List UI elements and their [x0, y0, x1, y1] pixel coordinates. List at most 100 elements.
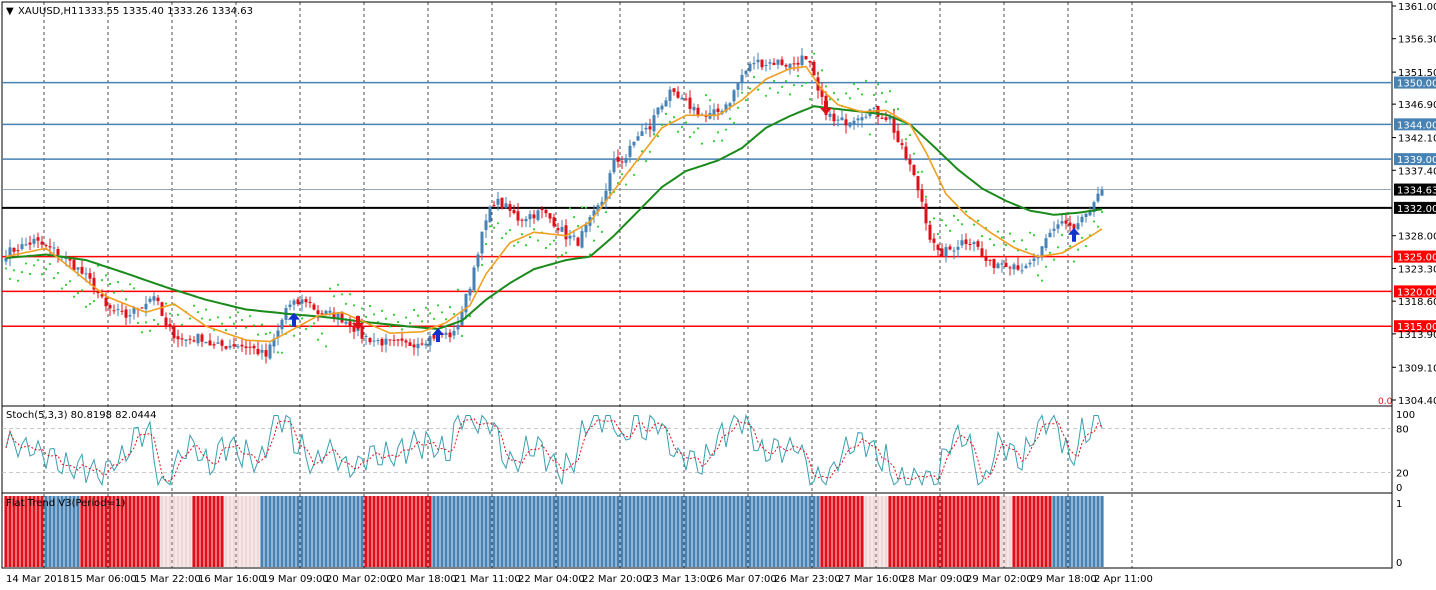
trend-bar: [832, 496, 836, 567]
sar-dot: [316, 338, 320, 341]
sar-dot: [344, 302, 348, 305]
trend-bar: [960, 496, 964, 567]
candle-body: [1052, 228, 1056, 231]
candle-body: [56, 249, 60, 255]
trend-bar: [736, 496, 740, 567]
sar-dot: [408, 322, 412, 325]
candle-body: [760, 59, 764, 68]
candle-body: [984, 256, 988, 261]
candle-body: [796, 62, 800, 65]
candle-body: [432, 334, 436, 339]
trend-bar: [660, 496, 664, 567]
sar-dot: [384, 317, 388, 320]
candle-body: [480, 231, 484, 254]
trend-bar: [556, 496, 560, 567]
price-tick-label: 1328.00: [1398, 232, 1436, 243]
trend-bar: [396, 496, 400, 567]
sar-dot: [548, 243, 552, 246]
level-label: 1339.00: [1397, 155, 1436, 166]
trend-bar: [408, 496, 412, 567]
trend-bar: [572, 496, 576, 567]
trend-bar: [508, 496, 512, 567]
trend-bar: [764, 496, 768, 567]
sar-dot: [1036, 274, 1040, 277]
trend-bar: [784, 496, 788, 567]
candle-body: [368, 337, 372, 343]
candle-body: [408, 342, 412, 346]
trend-bar: [1040, 496, 1044, 567]
trend-bar: [836, 496, 840, 567]
candle-body: [820, 88, 824, 97]
horizontal-levels[interactable]: 1350.00 1344.00 1339.00 1334.63 1332.00 1325.…: [2, 76, 1436, 334]
candle-body: [404, 340, 408, 343]
sar-dot: [556, 256, 560, 259]
trend-bar: [216, 496, 220, 567]
trend-tick-label: 0: [1396, 558, 1402, 569]
candle-body: [208, 340, 212, 346]
trend-bar: [648, 496, 652, 567]
sar-dot: [860, 93, 864, 96]
trend-bar: [432, 496, 436, 567]
trend-bar: [728, 496, 732, 567]
trend-bar: [316, 496, 320, 567]
sar-dot: [208, 318, 212, 321]
candle-body: [748, 63, 752, 72]
chart-menu-icon[interactable]: ▼: [6, 6, 14, 17]
stoch-title: Stoch(5,3,3) 80.8198 82.0444: [6, 410, 157, 421]
sar-dot: [712, 140, 716, 143]
candle-body: [800, 55, 804, 66]
candle-body: [808, 60, 812, 63]
candle-body: [80, 266, 84, 274]
sar-dot: [876, 83, 880, 86]
stoch-tick-label: 20: [1396, 468, 1409, 479]
sar-dot: [764, 94, 768, 97]
price-tick-label: 1342.10: [1398, 134, 1436, 145]
candle-body: [1000, 263, 1004, 265]
sar-dot: [536, 239, 540, 242]
trend-bar: [200, 496, 204, 567]
trend-bar: [1088, 496, 1092, 567]
trend-bar: [860, 496, 864, 567]
trend-bar: [500, 496, 504, 567]
trend-bar: [268, 496, 272, 567]
candle-body: [624, 157, 628, 163]
sar-dot: [44, 268, 48, 271]
price-tick-label: 1313.90: [1398, 330, 1436, 341]
candle-body: [612, 158, 616, 173]
sar-dot: [36, 259, 40, 262]
price-tick-label: 1351.50: [1398, 68, 1436, 79]
trend-bar: [924, 496, 928, 567]
candle-body: [960, 240, 964, 246]
trend-bar: [872, 496, 876, 567]
trend-bar: [1056, 496, 1060, 567]
sar-dot: [468, 315, 472, 318]
trend-bar: [896, 496, 900, 567]
candle-body: [388, 339, 392, 341]
candle-body: [636, 136, 640, 141]
level-tag: [1394, 201, 1436, 214]
trend-bar: [452, 496, 456, 567]
candle-body: [280, 319, 284, 330]
trend-bar: [1012, 496, 1016, 567]
candle-body: [324, 310, 328, 315]
trend-bar: [288, 496, 292, 567]
trend-bar: [868, 496, 872, 567]
sar-dot: [700, 142, 704, 145]
candle-body: [140, 307, 144, 309]
sar-dot: [848, 97, 852, 100]
trend-bar: [1100, 496, 1104, 567]
price-tick-label: 1346.90: [1398, 100, 1436, 111]
trend-bar: [620, 496, 624, 567]
candle-body: [24, 244, 28, 246]
trend-bar: [540, 496, 544, 567]
candle-body: [740, 75, 744, 83]
trend-bar: [156, 496, 160, 567]
sar-dot: [836, 98, 840, 101]
sar-dot: [720, 139, 724, 142]
candle-body: [1084, 213, 1088, 218]
corner-zero-label: 0.0: [1378, 397, 1393, 407]
trend-bar: [356, 496, 360, 567]
sar-dot: [256, 333, 260, 336]
